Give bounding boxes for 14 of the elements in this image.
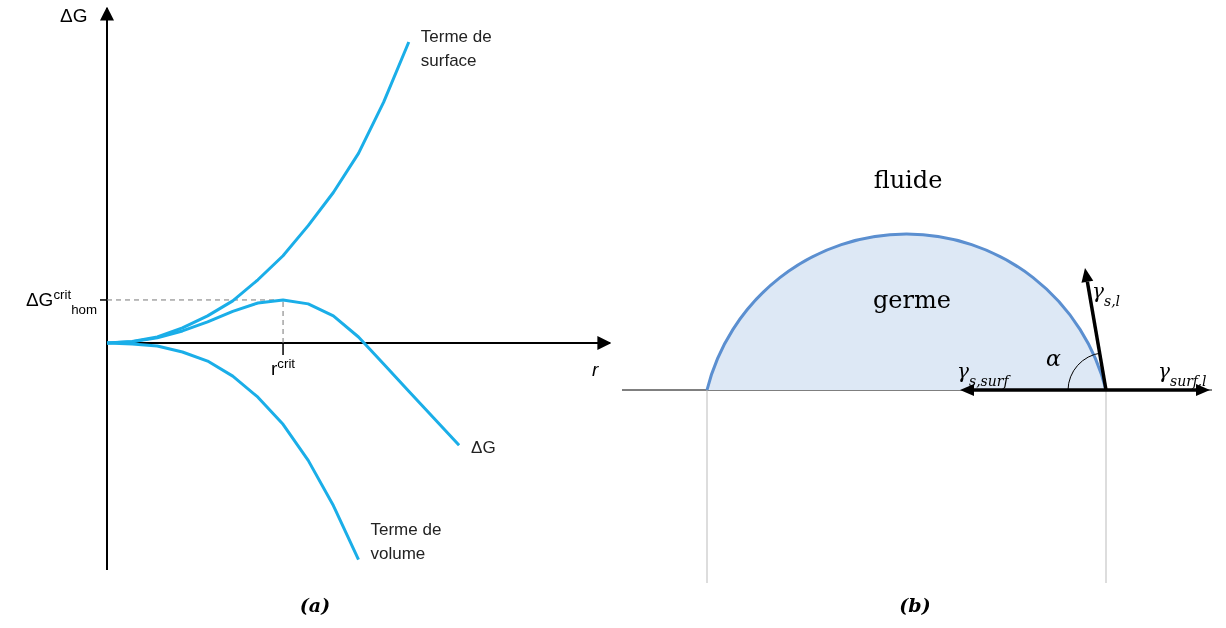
text: γ$_{s,l}$	[1092, 279, 1121, 309]
x-axis-title: r	[592, 359, 599, 380]
series-label: Terme de surface	[420, 27, 492, 70]
series-label: ΔG	[471, 438, 496, 458]
text: γ$_{s,surf}$	[957, 359, 1012, 389]
annotation: r$^{crit}$	[271, 355, 296, 379]
text: γ$_{surf,l}$	[1158, 359, 1207, 389]
text: (b)	[899, 594, 931, 616]
text: α	[1046, 346, 1061, 371]
text: (a)	[299, 594, 331, 616]
series-label: Terme de volume	[370, 519, 442, 563]
y-axis-title: ΔG	[60, 5, 88, 26]
text: fluide	[873, 166, 943, 194]
text: germe	[873, 286, 951, 314]
